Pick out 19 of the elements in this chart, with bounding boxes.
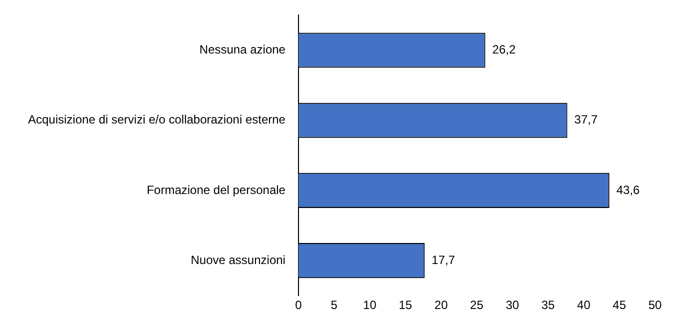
x-tick-label: 40 — [577, 298, 591, 312]
y-tick-label: Nuove assunzioni — [190, 252, 286, 267]
x-tick-label: 35 — [541, 298, 556, 312]
x-tick-label: 0 — [295, 298, 302, 312]
y-tick-label: Formazione del personale — [146, 182, 286, 197]
data-label: 43,6 — [616, 182, 640, 197]
x-tick-label: 25 — [470, 298, 484, 312]
x-tick-label: 5 — [330, 298, 338, 312]
y-tick-label: Acquisizione di servizi e/o collaborazioni esterne — [28, 112, 286, 127]
x-tick-label: 15 — [398, 298, 412, 312]
data-label: 17,7 — [432, 252, 456, 267]
data-label: 26,2 — [492, 42, 516, 57]
x-tick-label: 20 — [434, 298, 448, 312]
x-tick-label: 30 — [506, 298, 520, 312]
y-tick-label: Nessuna azione — [199, 42, 286, 57]
x-tick-label: 45 — [612, 298, 626, 312]
data-label: 37,7 — [574, 112, 598, 127]
x-tick-label: 50 — [648, 298, 662, 312]
x-tick-label: 10 — [363, 298, 377, 312]
